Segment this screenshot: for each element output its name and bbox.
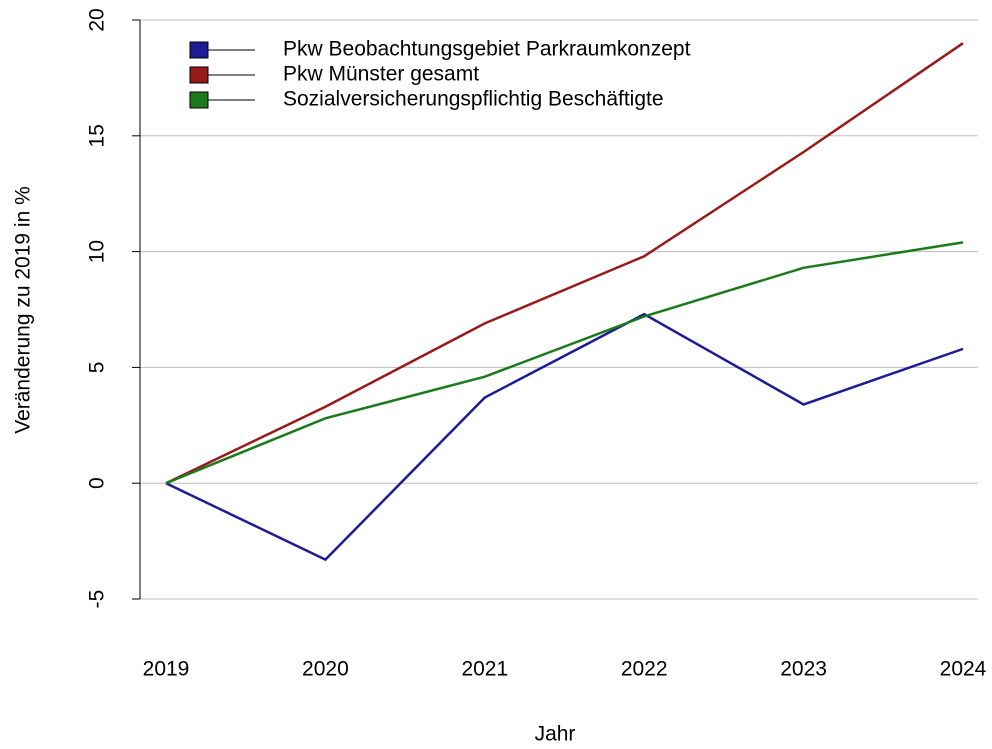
x-tick-label: 2020	[302, 658, 349, 681]
legend-swatch	[189, 41, 209, 59]
x-tick-label: 2021	[461, 658, 508, 681]
y-tick-label: 15	[86, 124, 109, 147]
y-tick-label: 5	[86, 362, 109, 374]
legend-label: Sozialversicherungspflichtig Beschäftigt…	[283, 88, 664, 111]
y-axis-label: Veränderung zu 2019 in %	[12, 186, 35, 434]
legend-label: Pkw Beobachtungsgebiet Parkraumkonzept	[283, 38, 691, 61]
line	[165, 312, 964, 562]
legend-swatch	[189, 91, 209, 109]
y-tick-label: -5	[86, 590, 109, 609]
x-tick-label: 2023	[780, 658, 827, 681]
x-tick-label: 2024	[940, 658, 987, 681]
legend-swatch	[189, 66, 209, 84]
x-tick-label: 2019	[143, 658, 190, 681]
y-tick-label: 0	[86, 477, 109, 489]
y-tick-label: 10	[86, 240, 109, 263]
x-tick-label: 2022	[621, 658, 668, 681]
x-axis-label: Jahr	[535, 723, 576, 746]
line	[165, 42, 964, 485]
line	[165, 241, 964, 485]
legend-label: Pkw Münster gesamt	[283, 63, 479, 86]
y-tick-label: 20	[86, 8, 109, 31]
